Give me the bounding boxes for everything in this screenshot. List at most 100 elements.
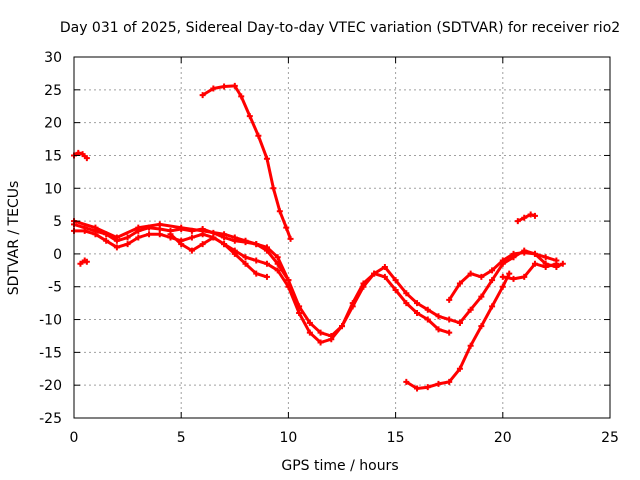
y-axis-label: SDTVAR / TECUs [6,181,22,296]
data-point [199,92,206,99]
data-point [435,380,442,387]
data-point [499,283,506,290]
data-point [231,250,238,257]
data-point [221,231,228,238]
data-point [253,257,260,264]
data-point [403,378,410,385]
data-point [242,260,249,267]
data-point [242,254,249,261]
x-tick-label: 5 [177,430,186,446]
data-point [467,342,474,349]
data-point [414,309,421,316]
data-point [499,260,506,267]
data-point [253,241,260,248]
data-point [328,336,335,343]
data-point [242,237,249,244]
x-tick-label: 15 [387,430,405,446]
y-tick-label: 30 [44,50,62,66]
data-point [113,234,120,241]
data-point [276,208,283,215]
data-point [392,287,399,294]
data-point [231,234,238,241]
series-arc-late-a [499,260,560,282]
data-point [92,224,99,231]
y-tick-label: 25 [44,83,62,99]
data-point [478,273,485,280]
data-point [135,224,142,231]
data-point [285,277,292,284]
data-point [296,309,303,316]
series-arc-main-a [71,221,463,339]
data-point [489,303,496,310]
grid [74,57,610,418]
y-tick-label: 20 [44,116,62,132]
data-point [489,267,496,274]
data-point [403,290,410,297]
data-point [124,234,131,241]
data-point [156,221,163,228]
ticks [73,56,611,419]
data-point [146,231,153,238]
data-point [221,83,228,90]
data-point [188,247,195,254]
data-point [349,300,356,307]
data-point [381,264,388,271]
data-point [467,306,474,313]
y-tick-label: 15 [44,148,62,164]
data-point [317,339,324,346]
series-arc-high [199,82,294,242]
data-point [167,231,174,238]
data-point [199,227,206,234]
data-point [178,224,185,231]
data-point [124,241,131,248]
series-line [72,219,290,282]
data-point [424,306,431,313]
data-point [478,293,485,300]
y-tick-label: -5 [48,280,62,296]
data-point [435,326,442,333]
data-point [221,241,228,248]
data-point [287,235,294,242]
data-point [514,218,521,225]
series-layer [71,82,566,392]
data-point [188,234,195,241]
data-point [499,273,506,280]
data-point [156,231,163,238]
data-point [542,264,549,271]
data-point [446,316,453,323]
data-point [231,82,238,89]
data-point [79,151,86,158]
x-tick-label: 10 [279,430,297,446]
data-point [531,260,538,267]
data-point [456,280,463,287]
data-point [263,273,270,280]
data-point [199,241,206,248]
plot-frame [73,56,611,419]
data-point [178,241,185,248]
series-arc-cross [167,231,270,280]
series-arc-rise-a [446,249,560,303]
series-line [72,229,451,344]
data-point [270,185,277,192]
y-tick-label: -10 [39,313,62,329]
x-tick-labels: 0 5 10 15 20 25 [70,430,619,446]
data-point [306,319,313,326]
data-point [510,254,517,261]
x-tick-label: 25 [601,430,619,446]
data-point [75,149,82,156]
x-axis-label: GPS time / hours [281,458,398,474]
series-arc-late-high [514,211,538,225]
data-point [510,275,517,282]
data-point [306,329,313,336]
y-tick-label: 5 [53,214,62,230]
data-point [527,211,534,218]
data-point [531,212,538,219]
data-point [521,273,528,280]
data-point [83,258,90,265]
series-line [169,232,269,279]
data-point [414,300,421,307]
data-point [467,270,474,277]
data-point [446,378,453,385]
data-point [424,384,431,391]
